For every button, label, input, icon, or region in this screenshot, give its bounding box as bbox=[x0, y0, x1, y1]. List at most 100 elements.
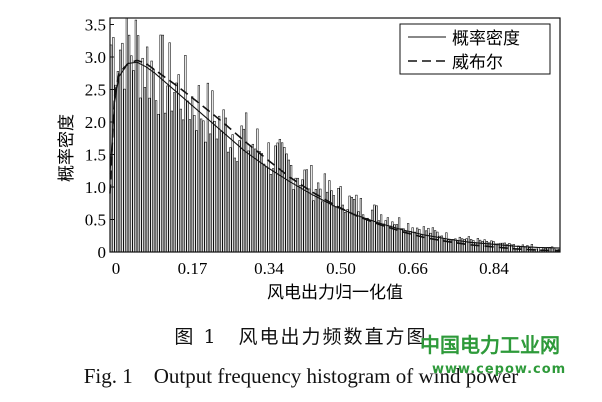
histogram-bar bbox=[240, 125, 243, 253]
density-curve bbox=[109, 61, 561, 249]
histogram-bar bbox=[238, 140, 241, 253]
histogram-bar bbox=[258, 151, 261, 253]
histogram-bar bbox=[427, 227, 430, 253]
histogram-bar bbox=[224, 117, 228, 253]
histogram-bar bbox=[418, 229, 421, 253]
histogram-bar bbox=[170, 110, 174, 253]
histogram-bar bbox=[247, 150, 250, 253]
figure-caption-en: Fig. 1 Output frequency histogram of win… bbox=[83, 364, 519, 388]
y-axis-label: 概率密度 bbox=[57, 114, 76, 182]
histogram-bar bbox=[301, 179, 304, 253]
histogram-bar bbox=[348, 195, 351, 253]
histogram-bar bbox=[278, 138, 281, 253]
histogram-bar bbox=[119, 49, 122, 253]
histogram-bar bbox=[379, 214, 383, 253]
histogram-bar bbox=[157, 113, 160, 253]
histogram-bar bbox=[184, 55, 187, 253]
histogram-bar bbox=[204, 141, 207, 253]
legend: 概率密度 威布尔 bbox=[399, 23, 551, 75]
histogram-bar bbox=[280, 142, 284, 253]
histogram-bar bbox=[341, 204, 344, 253]
histogram-bar bbox=[406, 223, 410, 253]
x-tick-label: 0.50 bbox=[326, 259, 356, 278]
histogram-bar bbox=[523, 246, 527, 253]
histogram-bar bbox=[424, 230, 428, 253]
histogram-bar bbox=[465, 238, 468, 253]
x-tick-label: 0.17 bbox=[178, 259, 208, 278]
x-tick-label: 0.66 bbox=[398, 259, 428, 278]
histogram-bar bbox=[368, 220, 371, 253]
histogram-bar bbox=[346, 209, 349, 253]
histogram-bar bbox=[373, 204, 376, 253]
histogram-bar bbox=[150, 60, 153, 253]
histogram-bar bbox=[377, 220, 380, 253]
histogram-bar bbox=[177, 74, 180, 253]
histogram-bar bbox=[220, 131, 223, 253]
histogram-bar bbox=[451, 239, 455, 253]
histogram-bar bbox=[114, 84, 117, 253]
histogram-bar bbox=[366, 217, 369, 253]
legend-box bbox=[399, 23, 551, 75]
y-tick-label: 2.5 bbox=[85, 81, 106, 100]
histogram-bar bbox=[143, 87, 147, 253]
histogram-bar bbox=[211, 90, 214, 253]
histogram-bar bbox=[305, 169, 308, 253]
histogram-bar bbox=[218, 115, 221, 253]
histogram-bar bbox=[521, 244, 524, 253]
histogram-bar bbox=[139, 97, 142, 253]
histogram-bar bbox=[175, 82, 178, 253]
histogram-bar bbox=[303, 169, 306, 253]
histogram-bar bbox=[364, 218, 367, 253]
histogram-bar bbox=[209, 133, 212, 253]
histogram-bar bbox=[530, 244, 533, 253]
histogram-bar bbox=[146, 46, 149, 253]
histogram-bar bbox=[249, 145, 252, 253]
histogram-bar bbox=[339, 186, 342, 253]
histogram-bar bbox=[397, 217, 401, 253]
histogram-bar bbox=[287, 159, 290, 253]
histogram-bar bbox=[231, 134, 234, 253]
histogram-bar bbox=[494, 243, 497, 253]
histogram-bar bbox=[458, 236, 461, 253]
histogram-bar bbox=[202, 120, 205, 253]
histogram-bar bbox=[467, 236, 470, 253]
histogram-bar bbox=[260, 153, 263, 253]
histogram-bar bbox=[343, 212, 347, 253]
histogram-bar bbox=[350, 196, 353, 253]
histogram-bar bbox=[276, 142, 279, 253]
histogram-bar bbox=[283, 147, 286, 253]
histogram-bar bbox=[334, 206, 338, 253]
histogram-bar bbox=[269, 174, 272, 253]
x-tick-label: 0.34 bbox=[254, 259, 284, 278]
histogram-bar bbox=[404, 231, 407, 253]
histogram-bar bbox=[388, 225, 392, 253]
histogram-bar bbox=[141, 57, 144, 253]
histogram-bar bbox=[355, 194, 358, 253]
histogram-bar bbox=[245, 112, 248, 253]
histogram-bar bbox=[386, 217, 389, 253]
histogram-bar bbox=[337, 188, 340, 253]
histogram-bar bbox=[294, 177, 297, 253]
histogram-bar bbox=[328, 180, 331, 253]
histogram-bar bbox=[200, 118, 203, 253]
y-tick-label: 0 bbox=[98, 243, 107, 262]
histogram-bar bbox=[188, 119, 192, 253]
histogram-bar bbox=[233, 157, 237, 253]
y-tick-label: 3.5 bbox=[85, 16, 106, 35]
histogram-bar bbox=[274, 145, 277, 253]
histogram-bar bbox=[159, 34, 162, 253]
histogram-bar bbox=[361, 214, 365, 253]
histogram-bar bbox=[292, 189, 295, 253]
histogram-bar bbox=[352, 198, 356, 253]
histogram-bar bbox=[359, 198, 362, 253]
density-curves bbox=[109, 59, 561, 252]
y-axis-ticks: 0 0.5 1.0 1.5 2.0 2.5 3.0 3.5 bbox=[85, 16, 114, 262]
histogram-bar bbox=[508, 243, 511, 253]
x-axis-label: 风电出力归一化值 bbox=[267, 283, 403, 302]
histogram-bar bbox=[195, 130, 198, 253]
histogram-bar bbox=[182, 119, 185, 253]
histogram-bar bbox=[242, 128, 246, 253]
histogram-bar bbox=[474, 242, 477, 253]
y-tick-label: 0.5 bbox=[85, 211, 106, 230]
